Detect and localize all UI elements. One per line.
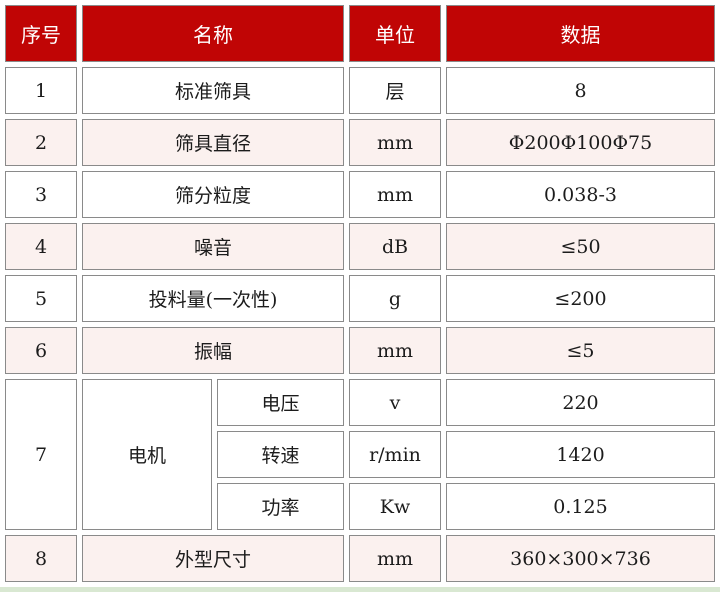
table-row-motor: 7 电机 电压 v 220 (5, 379, 715, 530)
cell-data: 360×300×736 (446, 535, 715, 582)
cell-name: 噪音 (82, 223, 344, 270)
table-row: 4 噪音 dB ≤50 (5, 223, 715, 270)
header-data: 数据 (446, 5, 715, 62)
table-row: 1 标准筛具 层 8 (5, 67, 715, 114)
cell-unit: v (349, 379, 441, 426)
cell-unit: r/min (349, 431, 441, 478)
cell-seq: 6 (5, 327, 77, 374)
cell-data: 220 (446, 379, 715, 426)
cell-seq: 2 (5, 119, 77, 166)
cell-unit: Kw (349, 483, 441, 530)
cell-data: 0.038-3 (446, 171, 715, 218)
table-row: 5 投料量(一次性) g ≤200 (5, 275, 715, 322)
cell-unit: mm (349, 119, 441, 166)
cell-seq: 8 (5, 535, 77, 582)
cell-subname: 转速 (217, 431, 344, 478)
cell-data: ≤50 (446, 223, 715, 270)
cell-name: 筛分粒度 (82, 171, 344, 218)
cell-seq: 7 (5, 379, 77, 530)
table-row: 2 筛具直径 mm Φ200Φ100Φ75 (5, 119, 715, 166)
cell-subname: 功率 (217, 483, 344, 530)
cell-data: 0.125 (446, 483, 715, 530)
cell-name: 振幅 (82, 327, 344, 374)
cell-subname: 电压 (217, 379, 344, 426)
header-row: 序号 名称 单位 数据 (5, 5, 715, 62)
cell-data: ≤200 (446, 275, 715, 322)
table-row: 8 外型尺寸 mm 360×300×736 (5, 535, 715, 582)
table-row: 6 振幅 mm ≤5 (5, 327, 715, 374)
cell-unit: g (349, 275, 441, 322)
cell-data: Φ200Φ100Φ75 (446, 119, 715, 166)
cell-unit: 层 (349, 67, 441, 114)
cell-name: 外型尺寸 (82, 535, 344, 582)
header-seq: 序号 (5, 5, 77, 62)
table-row-motor-sub: 功率 Kw 0.125 (5, 483, 715, 530)
header-unit: 单位 (349, 5, 441, 62)
cell-unit: dB (349, 223, 441, 270)
table-row-motor-sub: 转速 r/min 1420 (5, 431, 715, 478)
cell-seq: 3 (5, 171, 77, 218)
cell-data: 1420 (446, 431, 715, 478)
cell-unit: mm (349, 535, 441, 582)
cell-name: 筛具直径 (82, 119, 344, 166)
header-name: 名称 (82, 5, 344, 62)
cell-name: 投料量(一次性) (82, 275, 344, 322)
cell-seq: 1 (5, 67, 77, 114)
cell-data: ≤5 (446, 327, 715, 374)
cell-unit: mm (349, 327, 441, 374)
cell-seq: 5 (5, 275, 77, 322)
cell-data: 8 (446, 67, 715, 114)
cell-name-motor: 电机 (82, 379, 212, 530)
table-row: 3 筛分粒度 mm 0.038-3 (5, 171, 715, 218)
cell-unit: mm (349, 171, 441, 218)
cell-seq: 4 (5, 223, 77, 270)
cell-name: 标准筛具 (82, 67, 344, 114)
